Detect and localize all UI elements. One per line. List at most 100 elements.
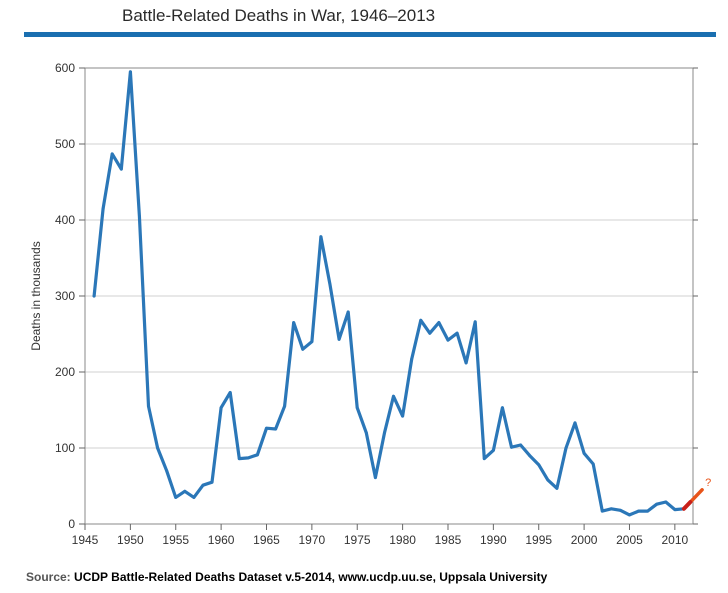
data-point (519, 443, 522, 447)
data-point (246, 456, 250, 460)
data-point (119, 167, 123, 171)
data-point (292, 321, 296, 324)
y-tick-label: 300 (55, 289, 75, 303)
data-point (555, 486, 559, 490)
x-tick-label: 1990 (480, 533, 507, 547)
data-point (101, 207, 105, 211)
data-point (455, 331, 459, 335)
data-point (364, 431, 368, 435)
y-tick-label: 500 (55, 137, 75, 151)
series-layer (92, 70, 686, 517)
y-axis-label: Deaths in thousands (29, 241, 43, 350)
data-point (192, 496, 196, 499)
data-point (310, 340, 314, 343)
x-tick-label: 1980 (389, 533, 416, 547)
data-point (546, 478, 550, 482)
data-point (355, 406, 359, 410)
grid-lines (85, 143, 693, 449)
data-point (392, 394, 395, 398)
data-point (491, 448, 495, 452)
y-tick-label: 0 (68, 517, 75, 531)
y-tick-label: 400 (55, 213, 75, 227)
data-point (537, 463, 541, 467)
data-point (401, 414, 405, 418)
data-point (183, 489, 187, 493)
data-point (528, 454, 532, 457)
x-tick-label: 1970 (299, 533, 326, 547)
data-point (619, 508, 622, 512)
data-point (600, 509, 604, 513)
page-title: Battle-Related Deaths in War, 1946–2013 (122, 6, 436, 25)
data-point (646, 509, 650, 513)
y-axis: 0 100 200 300 400 500 600 (55, 61, 698, 531)
data-point (174, 496, 178, 499)
x-tick-label: 2000 (571, 533, 598, 547)
x-tick-label: 2010 (661, 533, 688, 547)
x-tick-label: 1975 (344, 533, 371, 547)
data-point (228, 391, 232, 394)
y-tick-label: 600 (55, 61, 75, 75)
data-point (655, 502, 659, 506)
data-point (437, 321, 441, 324)
data-point (664, 500, 668, 504)
y-tick-label: 200 (55, 365, 75, 379)
data-point (446, 338, 450, 342)
x-tick-label: 1995 (525, 533, 552, 547)
x-axis: 1945 1950 1955 1960 1965 1970 1975 1980 1985 1990… (72, 524, 689, 547)
data-point (219, 406, 223, 410)
data-point (410, 357, 414, 361)
data-point (265, 426, 268, 430)
data-point (256, 453, 259, 457)
source-note: Source: UCDP Battle-Related Deaths Datas… (26, 570, 547, 584)
data-point (156, 446, 159, 450)
source-label: Source: (26, 570, 71, 584)
x-tick-label: 1950 (117, 533, 144, 547)
data-point (564, 446, 568, 450)
x-tick-label: 1945 (72, 533, 99, 547)
data-point (473, 320, 477, 324)
data-point (628, 513, 631, 517)
y-tick-label: 100 (55, 441, 75, 455)
data-point (383, 431, 386, 435)
data-point (328, 283, 332, 286)
x-tick-label: 2005 (616, 533, 643, 547)
x-tick-label: 1985 (435, 533, 462, 547)
annotation-layer: ? (681, 477, 711, 511)
data-point (165, 469, 169, 473)
data-point (346, 310, 350, 314)
data-point (419, 318, 423, 322)
data-point (373, 476, 377, 480)
data-point (428, 331, 432, 335)
data-point (237, 457, 241, 461)
data-point (510, 445, 513, 449)
data-point (637, 509, 640, 513)
projection-question-mark: ? (705, 477, 711, 489)
data-point (673, 508, 677, 511)
data-point (482, 457, 486, 461)
data-point (110, 152, 114, 156)
data-point (147, 404, 150, 408)
data-point (201, 483, 205, 487)
data-point (210, 480, 214, 484)
data-point (582, 451, 586, 455)
data-point (283, 404, 287, 408)
x-tick-label: 1955 (162, 533, 189, 547)
series-line (92, 70, 686, 517)
data-point (274, 427, 277, 431)
data-point (92, 294, 96, 298)
data-point (464, 361, 468, 365)
data-point (609, 507, 613, 511)
x-tick-label: 1965 (253, 533, 280, 547)
data-point (138, 214, 141, 218)
data-point (337, 337, 341, 341)
data-point (128, 70, 132, 74)
x-tick-label: 1960 (208, 533, 235, 547)
data-point (319, 235, 323, 239)
data-point (591, 462, 595, 466)
data-point (301, 347, 305, 351)
title-rule (24, 32, 716, 37)
data-point (501, 406, 504, 410)
source-text: UCDP Battle-Related Deaths Dataset v.5-2… (74, 570, 548, 584)
data-point (573, 421, 577, 425)
